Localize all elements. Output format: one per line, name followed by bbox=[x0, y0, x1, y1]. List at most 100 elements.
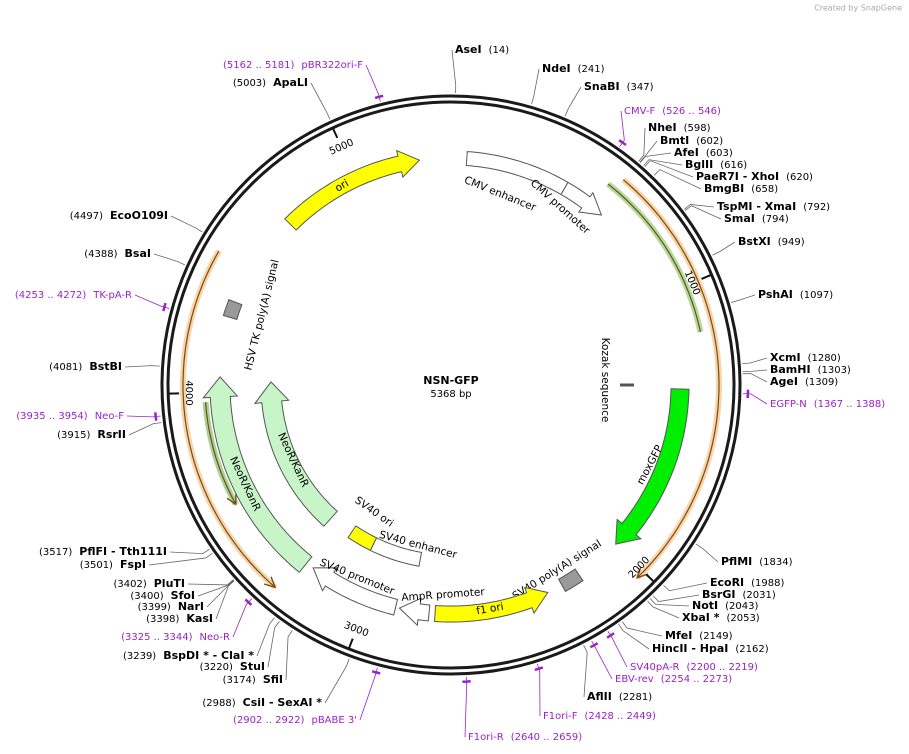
primer-label: F1ori-F(2428 .. 2449) bbox=[543, 711, 656, 722]
site-part: CsiI - SexAI * bbox=[243, 696, 323, 709]
site-part: (241) bbox=[578, 64, 605, 75]
site-leader bbox=[154, 254, 185, 265]
site-part: (794) bbox=[762, 214, 789, 225]
primer-part: Neo-R bbox=[200, 632, 231, 643]
site-label: (3517)PflFI - Tth111I bbox=[39, 545, 167, 558]
site-part: (2162) bbox=[735, 644, 768, 655]
site-leader bbox=[170, 549, 209, 553]
site-part: (1097) bbox=[800, 290, 833, 301]
site-label: (4497)EcoO109I bbox=[70, 209, 168, 222]
plasmid-name: NSN-GFP bbox=[423, 374, 479, 387]
site-part: (602) bbox=[696, 136, 723, 147]
primer-label: EBV-rev(2254 .. 2273) bbox=[615, 674, 732, 685]
site-leader bbox=[311, 83, 330, 119]
scale-label: 4000 bbox=[183, 380, 194, 405]
site-part: PshAI bbox=[758, 288, 793, 301]
site-leader bbox=[452, 50, 456, 93]
site-label: (3402) PluTI bbox=[113, 577, 185, 590]
primer-part: pBR322ori-F bbox=[301, 60, 363, 71]
site-part: (598) bbox=[684, 123, 711, 134]
scale-label: 3000 bbox=[342, 620, 370, 639]
site-part: (14) bbox=[489, 45, 510, 56]
site-part: SnaBI bbox=[584, 80, 620, 93]
site-part: BspDI * - ClaI * bbox=[163, 649, 254, 662]
site-leader bbox=[696, 544, 718, 562]
site-part: (3399) bbox=[138, 602, 171, 613]
site-part: (620) bbox=[786, 172, 813, 183]
primer-label: (5162 .. 5181) pBR322ori-F bbox=[223, 60, 363, 71]
site-part: BstXI bbox=[738, 235, 771, 248]
site-label: AflII (2281) bbox=[587, 690, 652, 703]
site-label: MfeI (2149) bbox=[665, 629, 733, 642]
site-part: SfiI bbox=[263, 673, 283, 686]
primer-part: (2200 .. 2219) bbox=[686, 662, 758, 673]
site-part: (3174) bbox=[223, 675, 256, 686]
feature-label: Kozak sequence bbox=[599, 338, 611, 423]
site-label: AseI(14) bbox=[455, 43, 509, 56]
site-part: (3400) bbox=[130, 591, 163, 602]
primer-part: pBABE 3' bbox=[311, 715, 357, 726]
primer-part: (4253 .. 4272) bbox=[15, 290, 87, 301]
site-part: AgeI bbox=[770, 375, 798, 388]
site-label: SnaBI(347) bbox=[584, 80, 654, 93]
site-part: (1309) bbox=[805, 377, 838, 388]
site-leader bbox=[618, 624, 649, 649]
site-leader bbox=[268, 621, 279, 667]
site-label: PflMI(1834) bbox=[721, 555, 793, 568]
primer-part: (526 .. 546) bbox=[662, 106, 721, 117]
feature-label: CMV enhancer bbox=[462, 174, 538, 214]
primer-leader bbox=[465, 677, 467, 737]
site-part: XbaI * bbox=[682, 611, 720, 624]
primer-part: EBV-rev bbox=[615, 674, 654, 685]
primer-part: Neo-F bbox=[95, 411, 125, 422]
site-part: PflMI bbox=[721, 555, 752, 568]
site-part: MfeI bbox=[665, 629, 692, 642]
site-label: (5003)ApaLI bbox=[233, 76, 308, 89]
site-leader bbox=[257, 618, 274, 656]
site-leader bbox=[188, 580, 233, 585]
site-part: (2988) bbox=[202, 698, 235, 709]
site-label: (3239)BspDI * - ClaI * bbox=[123, 649, 254, 662]
site-leader bbox=[713, 242, 735, 255]
site-leader bbox=[171, 216, 202, 232]
primer-part: (3325 .. 3344) bbox=[121, 632, 193, 643]
site-leader bbox=[286, 630, 292, 680]
primer-part: CMV-F bbox=[624, 106, 655, 117]
site-part: (3220) bbox=[200, 662, 233, 673]
primer-label: (2902 .. 2922)pBABE 3' bbox=[233, 715, 357, 726]
site-leader bbox=[685, 206, 721, 219]
scale-tick bbox=[701, 275, 710, 279]
site-part: NdeI bbox=[542, 62, 571, 75]
site-part: (3915) bbox=[57, 430, 90, 441]
site-leader bbox=[743, 370, 767, 372]
site-label: BstXI(949) bbox=[738, 235, 805, 248]
site-part: (5003) bbox=[233, 78, 266, 89]
primer-part: (5162 .. 5181) bbox=[223, 60, 295, 71]
site-leader bbox=[664, 583, 707, 591]
site-part: (792) bbox=[803, 202, 830, 213]
site-leader bbox=[531, 69, 539, 104]
site-part: BsaI bbox=[125, 247, 151, 260]
site-part: RsrII bbox=[97, 428, 126, 441]
site-part: SmaI bbox=[724, 212, 755, 225]
site-leader bbox=[742, 358, 767, 364]
site-leader bbox=[325, 659, 349, 703]
site-part: (2149) bbox=[699, 631, 732, 642]
site-part: (4081) bbox=[49, 362, 82, 373]
site-part: PluTI bbox=[154, 577, 185, 590]
site-leader bbox=[644, 160, 682, 166]
site-part: (3398) bbox=[146, 614, 179, 625]
feature-label: AmpR promoter bbox=[401, 586, 486, 604]
site-leader bbox=[198, 580, 234, 596]
site-part: (3517) bbox=[39, 547, 72, 558]
site-part: (1280) bbox=[808, 353, 841, 364]
site-label: XbaI *(2053) bbox=[682, 611, 760, 624]
site-part: AflII bbox=[587, 690, 612, 703]
credit: Created by SnapGene bbox=[814, 4, 902, 13]
site-part: (3402) bbox=[113, 579, 146, 590]
site-leader bbox=[639, 128, 645, 161]
primer-part: F1ori-F bbox=[543, 711, 578, 722]
site-part: BstBI bbox=[89, 360, 122, 373]
site-part: (2281) bbox=[619, 692, 652, 703]
primer-part: EGFP-N bbox=[770, 399, 807, 410]
